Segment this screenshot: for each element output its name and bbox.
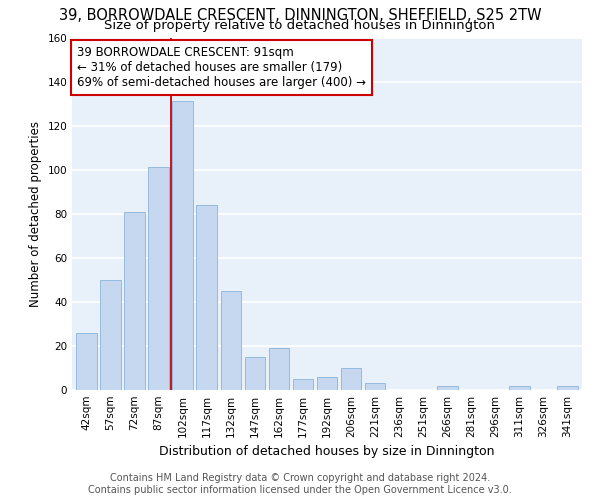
Bar: [100, 280, 121, 390]
X-axis label: Distribution of detached houses by size in Dinnington: Distribution of detached houses by size …: [159, 446, 495, 458]
Bar: [221, 291, 241, 390]
Text: 39, BORROWDALE CRESCENT, DINNINGTON, SHEFFIELD, S25 2TW: 39, BORROWDALE CRESCENT, DINNINGTON, SHE…: [59, 8, 541, 22]
Bar: [509, 386, 530, 390]
Text: 39 BORROWDALE CRESCENT: 91sqm
← 31% of detached houses are smaller (179)
69% of : 39 BORROWDALE CRESCENT: 91sqm ← 31% of d…: [77, 46, 366, 90]
Bar: [317, 377, 337, 390]
Bar: [76, 332, 97, 390]
Y-axis label: Number of detached properties: Number of detached properties: [29, 120, 42, 306]
Bar: [124, 212, 145, 390]
Bar: [196, 205, 217, 390]
Text: Contains HM Land Registry data © Crown copyright and database right 2024.
Contai: Contains HM Land Registry data © Crown c…: [88, 474, 512, 495]
Bar: [557, 386, 578, 390]
Bar: [269, 348, 289, 390]
Bar: [341, 368, 361, 390]
Bar: [437, 386, 458, 390]
Bar: [148, 168, 169, 390]
Bar: [293, 379, 313, 390]
Bar: [245, 357, 265, 390]
Bar: [365, 384, 385, 390]
Text: Size of property relative to detached houses in Dinnington: Size of property relative to detached ho…: [104, 19, 496, 32]
Bar: [172, 102, 193, 390]
